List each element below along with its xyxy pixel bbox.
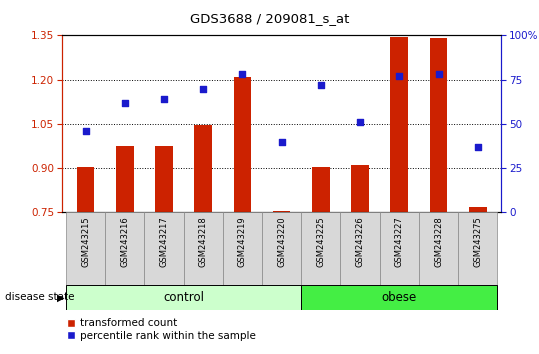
Bar	[262, 212, 301, 285]
Bar	[233, 77, 251, 212]
Bar	[155, 146, 173, 212]
Bar	[458, 212, 497, 285]
Bar	[273, 211, 291, 212]
Bar	[312, 167, 330, 212]
Text: ▶: ▶	[57, 292, 64, 302]
Text: GSM243225: GSM243225	[316, 216, 326, 267]
Bar	[390, 37, 408, 212]
Point	[120, 100, 129, 105]
Point	[395, 73, 404, 79]
Bar	[66, 212, 105, 285]
Point	[473, 144, 482, 150]
Bar	[223, 212, 262, 285]
Bar	[116, 146, 134, 212]
Text: GSM243217: GSM243217	[160, 216, 169, 267]
Bar	[430, 38, 447, 212]
Bar	[379, 212, 419, 285]
Point	[160, 96, 168, 102]
Legend: transformed count, percentile rank within the sample: transformed count, percentile rank withi…	[67, 319, 255, 341]
Point	[316, 82, 325, 88]
Point	[199, 86, 208, 91]
Bar	[105, 212, 144, 285]
Bar	[301, 285, 497, 310]
Text: GSM243275: GSM243275	[473, 216, 482, 267]
Text: GSM243227: GSM243227	[395, 216, 404, 267]
Text: GSM243216: GSM243216	[120, 216, 129, 267]
Bar	[195, 125, 212, 212]
Bar	[184, 212, 223, 285]
Bar	[469, 206, 487, 212]
Bar	[144, 212, 184, 285]
Text: GDS3688 / 209081_s_at: GDS3688 / 209081_s_at	[190, 12, 349, 25]
Text: GSM243219: GSM243219	[238, 216, 247, 267]
Text: GSM243228: GSM243228	[434, 216, 443, 267]
Text: GSM243215: GSM243215	[81, 216, 90, 267]
Point	[81, 128, 90, 134]
Point	[278, 139, 286, 144]
Bar	[301, 212, 341, 285]
Text: GSM243226: GSM243226	[356, 216, 364, 267]
Bar	[77, 167, 94, 212]
Text: disease state: disease state	[5, 292, 75, 302]
Bar	[66, 285, 301, 310]
Text: GSM243218: GSM243218	[199, 216, 208, 267]
Point	[434, 72, 443, 77]
Bar	[351, 165, 369, 212]
Text: obese: obese	[382, 291, 417, 304]
Point	[238, 72, 247, 77]
Point	[356, 119, 364, 125]
Bar	[419, 212, 458, 285]
Bar	[341, 212, 379, 285]
Text: control: control	[163, 291, 204, 304]
Text: GSM243220: GSM243220	[277, 216, 286, 267]
